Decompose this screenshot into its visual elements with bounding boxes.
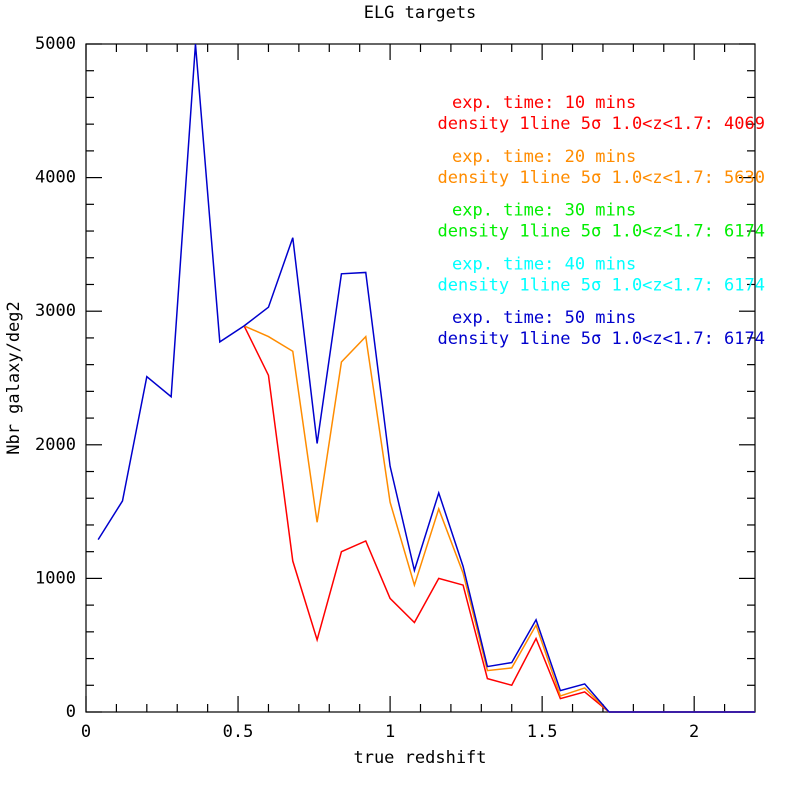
y-tick-label: 3000	[35, 301, 76, 321]
annotation: exp. time: 50 mins	[452, 308, 636, 328]
y-tick-label: 2000	[35, 435, 76, 455]
annotation: density 1line 5σ 1.0<z<1.7: 5630	[437, 168, 765, 188]
y-tick-label: 4000	[35, 168, 76, 188]
annotation: density 1line 5σ 1.0<z<1.7: 4069	[437, 114, 765, 134]
chart-title: ELG targets	[364, 3, 477, 23]
series-line	[243, 325, 755, 713]
x-tick-label: 0	[81, 722, 91, 742]
annotation: exp. time: 20 mins	[452, 147, 636, 167]
y-tick-label: 5000	[35, 34, 76, 54]
annotation: exp. time: 10 mins	[452, 93, 636, 113]
x-tick-label: 0.5	[223, 722, 254, 742]
x-tick-label: 1	[385, 722, 395, 742]
y-axis-label: Nbr galaxy/deg2	[4, 301, 24, 455]
x-tick-label: 2	[689, 722, 699, 742]
y-tick-label: 0	[66, 702, 76, 722]
y-tick-label: 1000	[35, 568, 76, 588]
x-tick-label: 1.5	[527, 722, 558, 742]
annotation: exp. time: 40 mins	[452, 254, 636, 274]
x-axis-label: true redshift	[353, 748, 486, 768]
annotation: density 1line 5σ 1.0<z<1.7: 6174	[437, 275, 765, 295]
annotation: density 1line 5σ 1.0<z<1.7: 6174	[437, 329, 765, 349]
series-line	[243, 325, 755, 713]
annotation: density 1line 5σ 1.0<z<1.7: 6174	[437, 222, 765, 242]
annotation: exp. time: 30 mins	[452, 201, 636, 221]
series-line	[97, 43, 755, 713]
